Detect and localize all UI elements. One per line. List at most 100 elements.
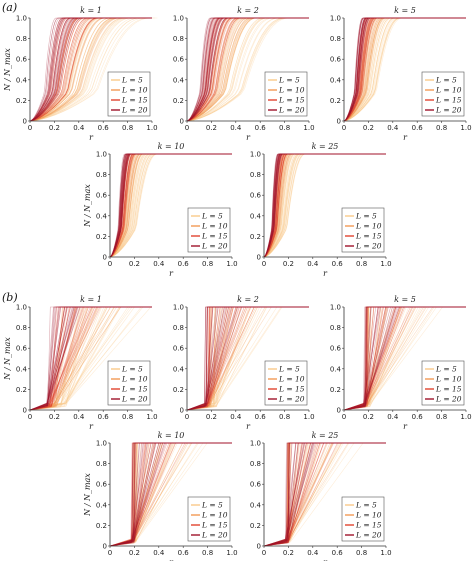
y-tick-label: 0.2 [16, 386, 27, 394]
series-line-2 [263, 442, 386, 547]
series-line-3 [109, 442, 232, 547]
series-line-1 [29, 306, 152, 411]
series-line-1 [343, 306, 466, 411]
series-line-1 [109, 153, 232, 258]
series-line-4 [343, 306, 466, 411]
series-line-4 [263, 442, 386, 547]
series-line-2 [109, 442, 232, 547]
series-line-3 [29, 306, 152, 411]
series-line-1 [263, 153, 386, 258]
series-line-1 [29, 17, 152, 122]
series-line-3 [263, 442, 386, 547]
series-line-3 [29, 306, 152, 411]
series-line-4 [263, 153, 386, 258]
series-line-1 [263, 153, 386, 258]
series-line-4 [343, 306, 466, 411]
series-line-2 [29, 306, 152, 411]
y-tick-label: 0.8 [173, 35, 184, 43]
x-tick-label: 0.4 [387, 413, 399, 421]
series-line-4 [109, 442, 232, 547]
series-line-4 [29, 306, 152, 411]
series-line-2 [263, 153, 386, 258]
y-tick-label: 0.6 [250, 192, 262, 200]
series-line-1 [186, 306, 309, 411]
series-line-2 [109, 153, 232, 258]
series-line-1 [29, 17, 152, 122]
series-line-2 [186, 306, 309, 411]
series-line-1 [263, 442, 386, 547]
series-line-4 [29, 17, 152, 122]
series-line-4 [343, 17, 466, 122]
y-tick-label: 0.4 [173, 365, 185, 373]
series-line-3 [186, 17, 309, 122]
series-line-3 [263, 442, 386, 547]
series-line-4 [109, 442, 232, 547]
y-tick-label: 1.0 [330, 15, 341, 23]
series-line-4 [109, 442, 232, 547]
series-line-4 [109, 153, 232, 258]
series-line-1 [343, 17, 466, 122]
series-line-3 [186, 17, 309, 122]
x-tick-label: 1.0 [303, 124, 314, 132]
series-line-4 [186, 17, 309, 122]
series-line-3 [263, 153, 386, 258]
panel-8: 0 0.2 0.4 0.6 0.8 1.0 0 0.2 0.4 0.6 0.8 1.0 k = 5 r L … [330, 295, 472, 431]
series-line-3 [109, 153, 232, 258]
series-line-1 [263, 442, 386, 547]
x-tick-label: 0 [28, 124, 32, 132]
series-line-3 [343, 17, 466, 122]
series-line-3 [186, 17, 309, 122]
series-line-1 [109, 442, 232, 547]
y-tick-label: 0.2 [173, 386, 184, 394]
series-line-1 [186, 306, 309, 411]
series-line-3 [263, 442, 386, 547]
series-line-1 [343, 306, 466, 411]
series-line-1 [263, 442, 386, 547]
y-axis-label: N / N_max [83, 184, 92, 228]
series-line-2 [29, 306, 152, 411]
series-line-3 [343, 306, 466, 411]
series-line-3 [263, 442, 386, 547]
legend-label-3: L = 15 [201, 521, 228, 530]
series-line-1 [343, 306, 466, 411]
y-axis-label: N / N_max [3, 48, 12, 92]
x-tick-label: 0 [185, 124, 189, 132]
series-line-1 [343, 17, 466, 122]
series-line-1 [186, 306, 309, 411]
series-line-2 [109, 442, 232, 547]
series-line-1 [186, 17, 309, 122]
legend-label-4: L = 20 [121, 395, 148, 404]
series-line-2 [109, 442, 232, 547]
series-line-2 [109, 442, 232, 547]
series-line-4 [29, 17, 152, 122]
series-line-1 [186, 17, 309, 122]
series-line-1 [343, 17, 466, 122]
series-line-2 [186, 17, 309, 122]
panel-title: k = 10 [158, 431, 185, 440]
curves [29, 306, 152, 411]
y-tick-label: 0.4 [250, 501, 262, 509]
x-tick-label: 0.4 [73, 124, 85, 132]
series-line-4 [29, 306, 152, 411]
series-line-3 [263, 153, 386, 258]
series-line-2 [109, 153, 232, 258]
series-line-1 [263, 153, 386, 258]
series-line-3 [343, 17, 466, 122]
panel-title: k = 2 [237, 6, 259, 15]
series-line-2 [109, 153, 232, 258]
series-line-4 [186, 306, 309, 411]
legend-label-1: L = 5 [355, 501, 377, 510]
series-line-2 [186, 17, 309, 122]
series-line-4 [343, 306, 466, 411]
series-line-4 [263, 442, 386, 547]
series-line-3 [109, 153, 232, 258]
series-line-4 [343, 306, 466, 411]
series-line-4 [263, 442, 386, 547]
series-line-2 [343, 306, 466, 411]
series-line-1 [29, 17, 152, 122]
x-tick-label: 0 [262, 260, 266, 268]
series-line-4 [186, 306, 309, 411]
series-line-2 [29, 17, 152, 122]
legend-label-4: L = 20 [121, 106, 148, 115]
series-line-1 [109, 153, 232, 258]
